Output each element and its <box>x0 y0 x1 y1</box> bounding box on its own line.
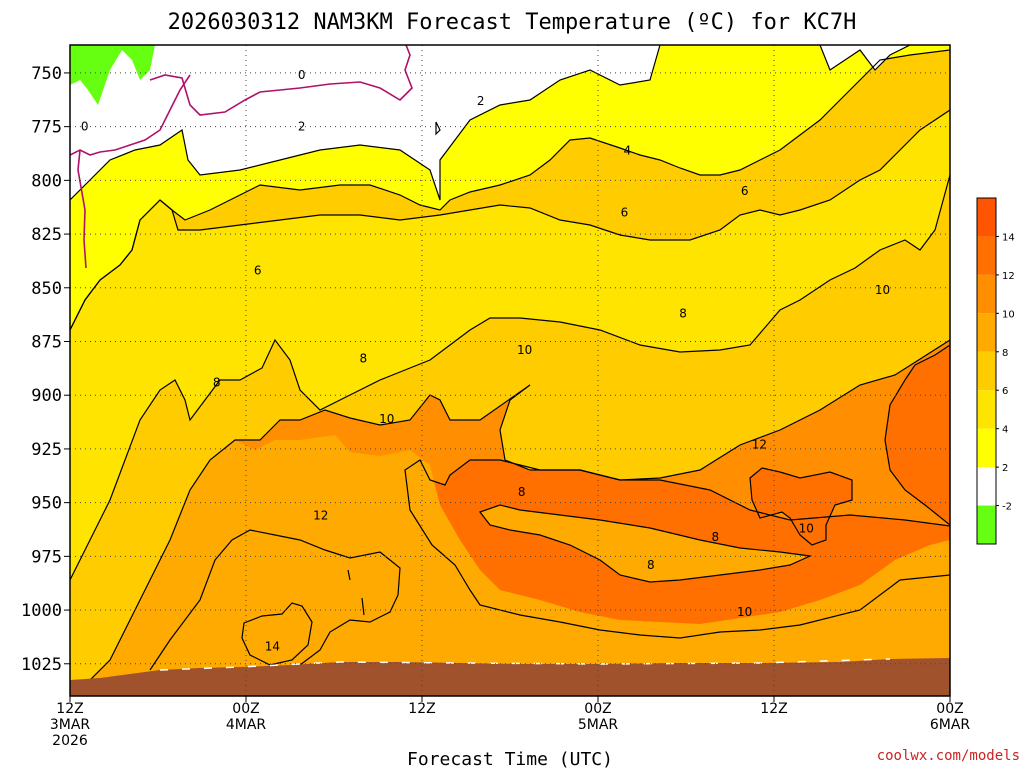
contour-labels: 0 0 2 2 4 6 6 6 8 8 8 8 8 8 10 10 10 10 10 12 12 14 <box>81 68 890 654</box>
colorbar-label: 10 <box>1002 309 1015 320</box>
contour-label: 6 <box>254 264 262 278</box>
terrain <box>70 658 950 696</box>
chart-title: 2026030312 NAM3KM Forecast Temperature (… <box>168 10 857 35</box>
y-tick-label: 750 <box>31 64 62 84</box>
contour-label: 10 <box>379 412 394 426</box>
contour-lines <box>70 45 950 696</box>
contour-label: 8 <box>647 558 655 572</box>
contour-label: 10 <box>799 521 814 535</box>
x-tick-label: 00Z <box>232 701 259 717</box>
y-tick-label: 975 <box>31 547 62 567</box>
contour-label: 0 <box>298 68 306 82</box>
y-tick-label: 1025 <box>21 655 62 675</box>
contour-label: 10 <box>737 605 752 619</box>
contour-label: 4 <box>624 143 632 157</box>
contour-label: 10 <box>517 343 532 357</box>
y-tick-label: 925 <box>31 440 62 460</box>
x-axis-label: Forecast Time (UTC) <box>407 749 613 768</box>
band-6-8-b <box>70 175 950 696</box>
colorbar-swatch <box>977 351 996 391</box>
contour-label: 0 <box>81 120 89 134</box>
x-tick-label: 2026 <box>52 733 88 749</box>
y-tick-label: 900 <box>31 386 62 406</box>
x-tick-label: 12Z <box>56 701 83 717</box>
contour-label: 2 <box>298 120 306 134</box>
contour-label: 14 <box>265 640 280 654</box>
x-tick-label: 4MAR <box>226 717 267 733</box>
contour-label: 12 <box>752 438 767 452</box>
x-tick-label: 00Z <box>936 701 963 717</box>
colorbar: -2 2 4 6 8 10 12 14 <box>976 197 1015 545</box>
colorbar-label: 4 <box>1002 425 1008 436</box>
colorbar-swatch <box>977 467 996 506</box>
y-tick-label: 1000 <box>21 601 62 621</box>
x-tick-label: 3MAR <box>50 717 91 733</box>
zero-isotherm <box>70 45 413 269</box>
contour-label: 6 <box>741 184 749 198</box>
colorbar-swatch <box>977 313 996 352</box>
contour-label: 8 <box>360 352 368 366</box>
colorbar-swatch <box>977 505 996 544</box>
band-4-6-b <box>70 110 950 580</box>
band-2-4 <box>70 45 950 330</box>
y-tick-label: 875 <box>31 332 62 352</box>
band-12-14-c <box>885 345 950 525</box>
contour-label: 6 <box>621 206 629 220</box>
colorbar-swatch <box>977 198 996 237</box>
y-tick-label: 775 <box>31 118 62 138</box>
contour-label: 12 <box>313 509 328 523</box>
band-neg4-neg2 <box>70 45 155 105</box>
colorbar-swatch <box>977 236 996 275</box>
band-12-14-b <box>750 468 852 545</box>
band-neg2-2 <box>70 45 660 200</box>
y-axis: 750 775 800 825 850 875 900 925 950 975 1000 1025 <box>21 64 70 675</box>
x-tick-label: 00Z <box>584 701 611 717</box>
x-tick-label: 5MAR <box>578 717 619 733</box>
contour-label: 2 <box>477 94 485 108</box>
band-8-10-inner <box>480 505 810 582</box>
plot-frame <box>69 44 951 697</box>
colorbar-swatch <box>977 390 996 429</box>
colorbar-label: 2 <box>1002 463 1008 474</box>
colorbar-label: -2 <box>1002 502 1012 513</box>
x-tick-label: 12Z <box>760 701 787 717</box>
colorbar-label: 6 <box>1002 386 1008 397</box>
colorbar-frame <box>976 197 997 545</box>
contour-label: 10 <box>875 283 890 297</box>
contour-field <box>70 45 950 696</box>
y-tick-label: 800 <box>31 171 62 191</box>
x-tick-label: 12Z <box>408 701 435 717</box>
gridlines <box>70 45 950 696</box>
band-neg2-2-b <box>820 45 910 70</box>
contour-label: 8 <box>712 530 720 544</box>
y-tick-label: 950 <box>31 494 62 514</box>
contour-label: 8 <box>213 375 221 389</box>
x-tick-label: 6MAR <box>930 717 971 733</box>
credit-text[interactable]: coolwx.com/models <box>877 748 1020 764</box>
colorbar-label: 8 <box>1002 348 1008 359</box>
terrain-edge <box>159 658 891 671</box>
y-tick-label: 850 <box>31 279 62 299</box>
colorbar-swatch <box>977 428 996 468</box>
y-tick-label: 825 <box>31 225 62 245</box>
contour-label: 8 <box>518 485 526 499</box>
colorbar-label: 14 <box>1002 232 1015 243</box>
colorbar-swatch <box>977 274 996 314</box>
band-8-10 <box>70 45 950 696</box>
colorbar-label: 12 <box>1002 271 1015 282</box>
contour-label: 8 <box>679 307 687 321</box>
